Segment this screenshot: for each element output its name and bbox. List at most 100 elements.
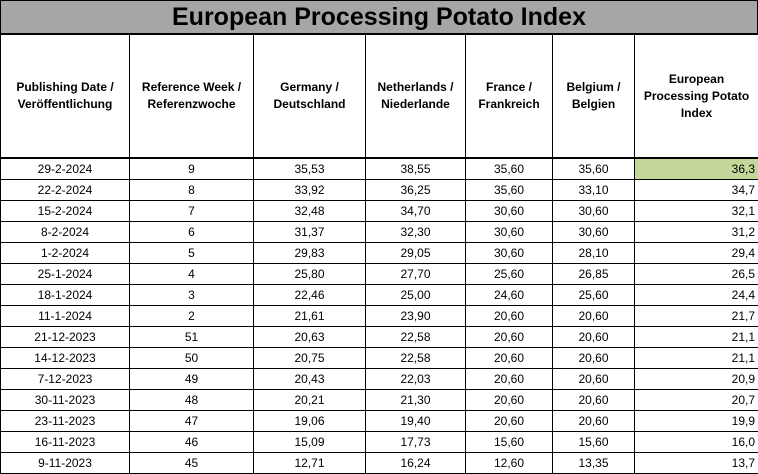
header-reference-week: Reference Week /Referenzwoche <box>130 35 254 159</box>
cell-index: 21,1 <box>635 348 758 369</box>
cell-germany: 21,61 <box>254 306 366 327</box>
cell-date: 15-2-2024 <box>1 201 130 222</box>
cell-belgium: 35,60 <box>553 158 635 180</box>
cell-netherlands: 16,24 <box>366 453 466 474</box>
cell-date: 1-2-2024 <box>1 243 130 264</box>
cell-netherlands: 22,03 <box>366 369 466 390</box>
cell-belgium: 15,60 <box>553 432 635 453</box>
cell-belgium: 20,60 <box>553 327 635 348</box>
cell-germany: 22,46 <box>254 285 366 306</box>
cell-week: 2 <box>130 306 254 327</box>
cell-netherlands: 38,55 <box>366 158 466 180</box>
cell-france: 25,60 <box>466 264 553 285</box>
header-germany: Germany /Deutschland <box>254 35 366 159</box>
cell-germany: 31,37 <box>254 222 366 243</box>
cell-germany: 19,06 <box>254 411 366 432</box>
header-row: Publishing Date /Veröffentlichung Refere… <box>1 35 758 159</box>
cell-index: 20,7 <box>635 390 758 411</box>
cell-france: 20,60 <box>466 369 553 390</box>
cell-week: 45 <box>130 453 254 474</box>
cell-france: 30,60 <box>466 201 553 222</box>
header-belgium: Belgium /Belgien <box>553 35 635 159</box>
cell-date: 21-12-2023 <box>1 327 130 348</box>
cell-week: 49 <box>130 369 254 390</box>
cell-belgium: 33,10 <box>553 180 635 201</box>
cell-netherlands: 27,70 <box>366 264 466 285</box>
cell-netherlands: 23,90 <box>366 306 466 327</box>
cell-netherlands: 19,40 <box>366 411 466 432</box>
cell-france: 24,60 <box>466 285 553 306</box>
cell-netherlands: 25,00 <box>366 285 466 306</box>
cell-week: 9 <box>130 158 254 180</box>
cell-index: 24,4 <box>635 285 758 306</box>
cell-netherlands: 36,25 <box>366 180 466 201</box>
cell-germany: 12,71 <box>254 453 366 474</box>
cell-netherlands: 32,30 <box>366 222 466 243</box>
table-title: European Processing Potato Index <box>0 0 758 34</box>
cell-date: 25-1-2024 <box>1 264 130 285</box>
cell-germany: 32,48 <box>254 201 366 222</box>
cell-date: 22-2-2024 <box>1 180 130 201</box>
cell-index: 21,1 <box>635 327 758 348</box>
cell-belgium: 13,35 <box>553 453 635 474</box>
cell-belgium: 30,60 <box>553 201 635 222</box>
cell-france: 35,60 <box>466 158 553 180</box>
cell-netherlands: 29,05 <box>366 243 466 264</box>
cell-france: 20,60 <box>466 390 553 411</box>
cell-belgium: 20,60 <box>553 306 635 327</box>
cell-week: 5 <box>130 243 254 264</box>
header-france: France /Frankreich <box>466 35 553 159</box>
cell-belgium: 20,60 <box>553 390 635 411</box>
cell-week: 47 <box>130 411 254 432</box>
cell-date: 9-11-2023 <box>1 453 130 474</box>
cell-date: 8-2-2024 <box>1 222 130 243</box>
cell-week: 46 <box>130 432 254 453</box>
cell-germany: 20,43 <box>254 369 366 390</box>
cell-index: 19,9 <box>635 411 758 432</box>
cell-date: 30-11-2023 <box>1 390 130 411</box>
cell-date: 23-11-2023 <box>1 411 130 432</box>
cell-germany: 25,80 <box>254 264 366 285</box>
cell-belgium: 25,60 <box>553 285 635 306</box>
cell-index: 26,5 <box>635 264 758 285</box>
cell-belgium: 20,60 <box>553 411 635 432</box>
cell-date: 7-12-2023 <box>1 369 130 390</box>
cell-index: 32,1 <box>635 201 758 222</box>
cell-index: 31,2 <box>635 222 758 243</box>
cell-week: 51 <box>130 327 254 348</box>
cell-date: 18-1-2024 <box>1 285 130 306</box>
cell-week: 4 <box>130 264 254 285</box>
cell-netherlands: 22,58 <box>366 348 466 369</box>
cell-index: 36,3 <box>635 158 758 180</box>
cell-date: 11-1-2024 <box>1 306 130 327</box>
cell-germany: 20,21 <box>254 390 366 411</box>
cell-germany: 20,63 <box>254 327 366 348</box>
cell-index: 13,7 <box>635 453 758 474</box>
price-index-table: Publishing Date /Veröffentlichung Refere… <box>0 34 758 474</box>
cell-france: 20,60 <box>466 327 553 348</box>
cell-france: 30,60 <box>466 222 553 243</box>
cell-germany: 15,09 <box>254 432 366 453</box>
cell-week: 50 <box>130 348 254 369</box>
cell-netherlands: 34,70 <box>366 201 466 222</box>
cell-week: 7 <box>130 201 254 222</box>
cell-index: 21,7 <box>635 306 758 327</box>
cell-france: 30,60 <box>466 243 553 264</box>
cell-germany: 20,75 <box>254 348 366 369</box>
cell-netherlands: 22,58 <box>366 327 466 348</box>
cell-belgium: 28,10 <box>553 243 635 264</box>
cell-france: 20,60 <box>466 306 553 327</box>
cell-index: 29,4 <box>635 243 758 264</box>
cell-index: 34,7 <box>635 180 758 201</box>
cell-germany: 33,92 <box>254 180 366 201</box>
cell-france: 20,60 <box>466 348 553 369</box>
cell-week: 8 <box>130 180 254 201</box>
